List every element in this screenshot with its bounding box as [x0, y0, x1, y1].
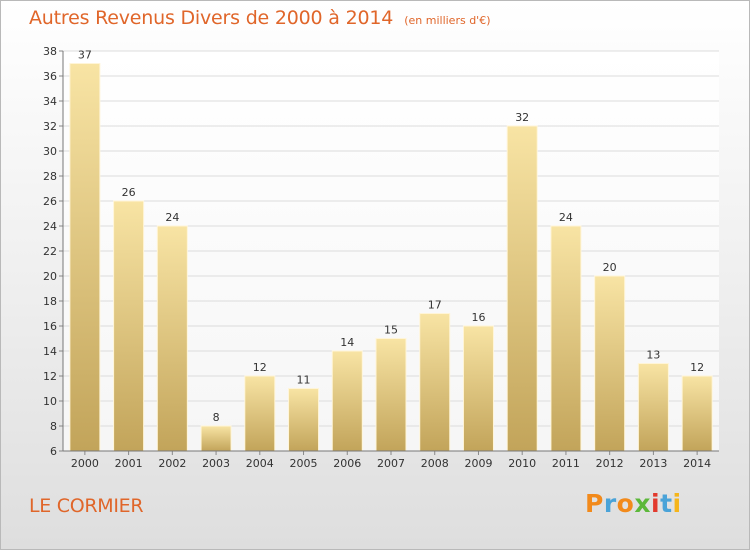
x-tick-label-2013: 2013: [639, 457, 667, 470]
x-tick-label-2002: 2002: [158, 457, 186, 470]
y-tick-label: 32: [43, 120, 57, 133]
data-label-2014: 12: [690, 361, 704, 374]
data-label-2002: 24: [165, 211, 179, 224]
bar-2004: [244, 375, 276, 452]
bar-2001: [113, 200, 145, 452]
x-tick-label-2012: 2012: [596, 457, 624, 470]
y-tick-label: 8: [50, 420, 57, 433]
logo-letter: i: [672, 489, 682, 518]
bar-2010: [506, 125, 538, 452]
y-tick-label: 36: [43, 70, 57, 83]
bar-2003: [200, 425, 232, 452]
logo-letter: x: [634, 489, 651, 518]
logo-letter: P: [585, 489, 604, 518]
x-tick-label-2010: 2010: [508, 457, 536, 470]
y-tick-label: 18: [43, 295, 57, 308]
bar-2011: [550, 225, 582, 452]
x-tick-label-2011: 2011: [552, 457, 580, 470]
bar-2009: [462, 325, 494, 452]
bar-2013: [637, 363, 669, 452]
y-tick-label: 20: [43, 270, 57, 283]
data-label-2009: 16: [471, 311, 485, 324]
y-tick-label: 12: [43, 370, 57, 383]
y-tick-label: 10: [43, 395, 57, 408]
data-label-2005: 11: [297, 374, 311, 387]
data-label-2008: 17: [428, 299, 442, 312]
y-tick-label: 34: [43, 95, 57, 108]
x-tick-label-2008: 2008: [421, 457, 449, 470]
y-tick-label: 24: [43, 220, 57, 233]
chart-subtitle: (en milliers d'€): [404, 14, 491, 27]
y-tick-label: 30: [43, 145, 57, 158]
y-tick-label: 28: [43, 170, 57, 183]
proxiti-logo[interactable]: Proxiti: [585, 489, 682, 518]
logo-letter: o: [616, 489, 635, 518]
data-label-2010: 32: [515, 111, 529, 124]
logo-letter: t: [660, 489, 673, 518]
bar-2005: [288, 388, 320, 452]
logo-letter: r: [603, 489, 617, 518]
y-tick-label: 38: [43, 45, 57, 58]
data-label-2007: 15: [384, 324, 398, 337]
data-label-2013: 13: [646, 349, 660, 362]
bar-2007: [375, 338, 407, 452]
commune-name: LE CORMIER: [29, 495, 144, 517]
x-tick-label-2006: 2006: [333, 457, 361, 470]
bar-2006: [331, 350, 363, 452]
x-tick-label-2003: 2003: [202, 457, 230, 470]
x-tick-label-2000: 2000: [71, 457, 99, 470]
data-label-2011: 24: [559, 211, 573, 224]
chart-title: Autres Revenus Divers de 2000 à 2014: [29, 7, 394, 29]
y-tick-label: 26: [43, 195, 57, 208]
x-tick-label-2001: 2001: [115, 457, 143, 470]
bar-2012: [594, 275, 626, 452]
bar-2000: [69, 63, 101, 452]
x-tick-label-2014: 2014: [683, 457, 711, 470]
data-label-2001: 26: [122, 186, 136, 199]
x-tick-label-2004: 2004: [246, 457, 274, 470]
y-tick-label: 14: [43, 345, 57, 358]
x-tick-label-2005: 2005: [290, 457, 318, 470]
y-tick-label: 16: [43, 320, 57, 333]
title-row: Autres Revenus Divers de 2000 à 2014 (en…: [29, 7, 491, 29]
x-tick-label-2009: 2009: [464, 457, 492, 470]
x-tick-label-2007: 2007: [377, 457, 405, 470]
logo-letter: i: [651, 489, 661, 518]
data-label-2012: 20: [603, 261, 617, 274]
y-tick-label: 6: [50, 445, 57, 458]
data-label-2003: 8: [213, 411, 220, 424]
data-label-2000: 37: [78, 49, 92, 62]
bar-2014: [681, 375, 713, 452]
data-label-2006: 14: [340, 336, 354, 349]
bar-2002: [156, 225, 188, 452]
y-tick-label: 22: [43, 245, 57, 258]
bar-2008: [419, 313, 451, 452]
data-label-2004: 12: [253, 361, 267, 374]
